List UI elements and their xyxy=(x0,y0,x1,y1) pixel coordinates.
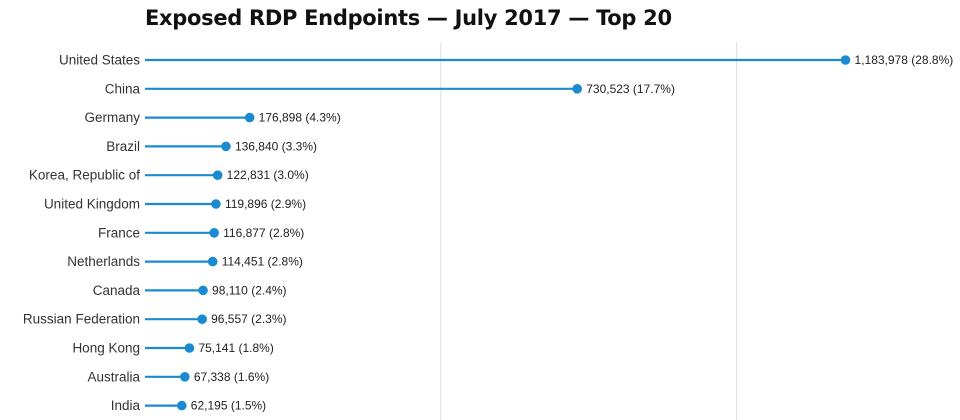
chart-title: Exposed RDP Endpoints — July 2017 — Top … xyxy=(145,6,672,30)
category-label: India xyxy=(111,398,141,413)
category-label: France xyxy=(98,225,140,240)
data-label: 62,195 (1.5%) xyxy=(191,399,266,413)
data-label: 98,110 (2.4%) xyxy=(212,283,286,297)
data-label: 75,141 (1.8%) xyxy=(198,341,273,355)
data-label: 136,840 (3.3%) xyxy=(235,139,317,153)
lollipop-dot xyxy=(211,199,221,209)
data-label: 114,451 (2.8%) xyxy=(222,255,303,269)
category-label: United States xyxy=(59,53,140,68)
mark-layer: United States 1,183,978 (28.8%) China 730,5… xyxy=(23,53,953,414)
category-label: Korea, Republic of xyxy=(29,168,140,183)
category-label: China xyxy=(105,81,141,96)
grid-layer xyxy=(440,42,738,420)
category-label: Canada xyxy=(93,283,141,298)
category-label: United Kingdom xyxy=(44,197,140,212)
lollipop-dot xyxy=(572,84,583,94)
category-label: Brazil xyxy=(106,139,140,154)
category-label: Germany xyxy=(84,110,140,125)
lollipop-dot xyxy=(244,112,255,123)
lollipop-dot xyxy=(176,400,187,411)
lollipop-dot xyxy=(209,228,219,238)
data-label: 96,557 (2.3%) xyxy=(211,312,286,326)
data-label: 176,898 (4.3%) xyxy=(259,111,341,125)
lollipop-dot xyxy=(207,256,218,267)
lollipop-dot xyxy=(221,141,231,152)
lollipop-dot xyxy=(197,314,207,325)
lollipop-dot xyxy=(180,372,190,382)
data-label: 730,523 (17.7%) xyxy=(586,82,675,96)
lollipop-dot xyxy=(840,55,851,65)
category-label: Russian Federation xyxy=(23,312,140,327)
data-label: 119,896 (2.9%) xyxy=(225,197,306,211)
data-label: 1,183,978 (28.8%) xyxy=(855,53,954,67)
data-label: 116,877 (2.8%) xyxy=(223,226,304,240)
category-label: Netherlands xyxy=(67,254,140,269)
data-label: 122,831 (3.0%) xyxy=(227,168,309,182)
lollipop-dot xyxy=(184,343,195,353)
category-label: Australia xyxy=(87,369,140,384)
lollipop-dot xyxy=(212,170,223,180)
category-label: Hong Kong xyxy=(72,341,140,356)
data-label: 67,338 (1.6%) xyxy=(194,370,269,384)
lollipop-dot xyxy=(198,285,208,296)
